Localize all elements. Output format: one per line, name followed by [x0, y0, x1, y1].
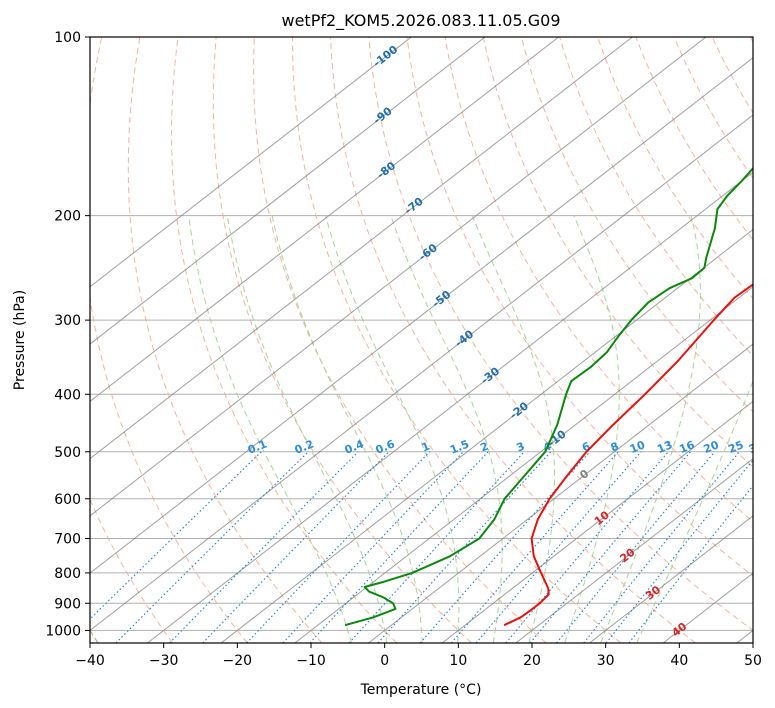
moist-adiabat	[636, 379, 753, 643]
mixing-ratio-line	[202, 451, 390, 643]
mixing-ratio-label: 13	[655, 438, 674, 456]
dry-adiabat	[749, 37, 753, 44]
dry-adiabat	[292, 37, 622, 643]
y-tick-label: 400	[54, 387, 81, 403]
mixing-ratio-line	[115, 451, 309, 643]
mixing-ratio-line	[246, 451, 430, 643]
mixing-ratio-label: 2	[478, 440, 490, 455]
mixing-ratio-line	[169, 451, 359, 643]
mixing-ratio-line	[377, 451, 552, 643]
temperature-profile-line	[503, 283, 753, 627]
mixing-ratio-line	[583, 451, 740, 643]
mixing-ratio-label: 16	[677, 438, 696, 456]
axes: −40 −30 −20 −10 0 10 20 30 40 50 100 200 300 400 500 60…	[45, 30, 762, 669]
x-tick-label: 30	[597, 653, 615, 669]
dry-adiabat	[368, 37, 753, 632]
dry-adiabat	[330, 37, 696, 643]
x-tick-label: 50	[744, 653, 762, 669]
mixing-ratio-line	[348, 451, 525, 643]
dry-adiabat	[559, 37, 753, 357]
moist-adiabat	[188, 215, 352, 643]
moist-adiabat	[600, 215, 701, 643]
dry-adiabat	[253, 37, 547, 643]
dry-adiabat	[127, 37, 323, 643]
x-tick-label: −40	[75, 653, 105, 669]
dry-adiabat	[597, 37, 753, 300]
mixing-ratio-line	[605, 459, 753, 643]
dry-adiabat	[90, 498, 173, 643]
isotherm	[220, 228, 753, 643]
y-tick-label: 300	[54, 313, 81, 329]
y-tick-label: 900	[54, 596, 81, 612]
mixing-ratio-label: 30	[747, 438, 766, 456]
y-tick-label: 500	[54, 445, 81, 461]
y-axis-label: Pressure (hPa)	[12, 290, 28, 390]
isotherm	[589, 515, 753, 643]
x-tick-label: −20	[223, 653, 253, 669]
mixing-ratio-line	[556, 451, 716, 643]
y-tick-label: 100	[54, 30, 81, 46]
x-axis-label: Temperature (°C)	[360, 682, 482, 698]
dry-adiabat	[212, 37, 472, 643]
mixing-ratio-label: 25	[726, 438, 745, 456]
moist-adiabat	[471, 215, 555, 643]
plot-area	[90, 37, 753, 643]
isotherm	[515, 457, 753, 643]
isotherm	[90, 37, 707, 517]
isotherm	[90, 57, 753, 574]
mixing-ratio-label: 36	[768, 438, 775, 456]
mixing-ratio-line	[529, 451, 691, 643]
mixing-ratio-label: 1	[420, 440, 432, 455]
mixing-ratio-label: 10	[628, 438, 647, 456]
mixing-ratio-line	[628, 485, 753, 643]
plot-frame	[89, 36, 754, 644]
dewpoint-profile-line	[344, 166, 753, 627]
y-tick-label: 700	[54, 532, 81, 548]
profile-series	[344, 166, 753, 627]
isotherm	[90, 37, 412, 288]
x-tick-label: 10	[449, 653, 467, 669]
y-tick-label: 1000	[45, 623, 81, 639]
y-tick-label: 600	[54, 492, 81, 508]
isotherm	[90, 37, 633, 460]
moist-adiabat	[325, 215, 460, 643]
isotherm	[368, 343, 753, 643]
x-tick-label: 0	[380, 653, 389, 669]
y-tick-label: 200	[54, 209, 81, 225]
isotherm	[90, 114, 753, 632]
dry-adiabat	[171, 37, 398, 643]
x-tick-label: 40	[670, 653, 688, 669]
mixing-ratio-line	[419, 451, 591, 643]
isotherm	[90, 37, 486, 345]
dry-adiabat	[406, 37, 753, 577]
mixing-ratio-label: 8	[609, 440, 621, 455]
moist-adiabat	[226, 215, 388, 643]
y-tick-label: 800	[54, 566, 81, 582]
x-tick-label: −30	[149, 653, 179, 669]
chart-title: wetPf2_KOM5.2026.083.11.05.G09	[281, 11, 560, 31]
isotherm	[90, 37, 559, 402]
isotherm	[294, 286, 753, 643]
moist-adiabat	[271, 215, 423, 643]
background-lines	[90, 37, 753, 643]
mixing-ratio-label: 3	[515, 440, 527, 455]
x-tick-label: −10	[296, 653, 326, 669]
mixing-ratio-label: 20	[702, 438, 721, 456]
dry-adiabat	[90, 37, 248, 643]
mixing-ratio-line	[282, 451, 464, 643]
isotherm	[441, 400, 753, 643]
x-tick-label: 20	[523, 653, 541, 669]
isotherm	[147, 171, 753, 643]
